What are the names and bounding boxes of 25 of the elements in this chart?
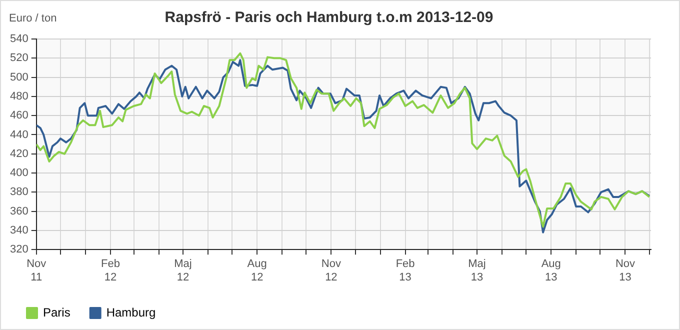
y-tick-label: 440: [10, 128, 28, 141]
y-axis-title: Euro / ton: [9, 12, 57, 25]
y-tick-label: 500: [10, 71, 28, 84]
chart-title: Rapsfrö - Paris och Hamburg t.o.m 2013-12-09: [164, 9, 494, 26]
x-tick-label: Nov 11: [26, 258, 47, 284]
legend-label: Paris: [43, 305, 70, 320]
y-tick-label: 380: [10, 186, 28, 198]
legend-label: Hamburg: [106, 305, 156, 320]
x-tick-label: Feb 13: [396, 258, 415, 284]
x-tick-label: Nov 13: [615, 258, 636, 284]
y-tick-label: 540: [10, 33, 28, 46]
x-tick-label: Maj 12: [174, 258, 192, 284]
x-tick-label: Maj 13: [468, 258, 486, 284]
y-tick-label: 520: [10, 52, 28, 64]
y-tick-label: 460: [10, 110, 28, 122]
y-tick-label: 400: [10, 167, 28, 180]
y-tick-label: 340: [10, 224, 28, 236]
x-tick-label: Nov 12: [321, 258, 342, 284]
x-tick-label: Aug 13: [541, 258, 561, 284]
x-tick-label: Aug 12: [247, 258, 267, 284]
y-tick-label: 420: [10, 148, 28, 160]
y-tick-label: 320: [10, 244, 28, 256]
y-tick-label: 360: [10, 205, 28, 218]
y-tick-label: 480: [10, 90, 28, 102]
x-tick-label: Feb 12: [100, 258, 120, 284]
